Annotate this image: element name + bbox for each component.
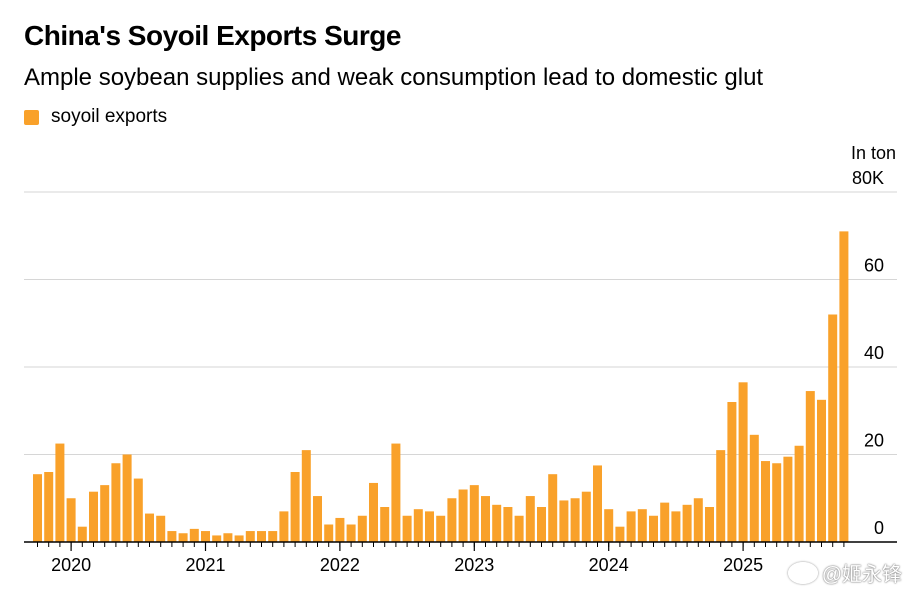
bar (738, 382, 748, 542)
bar (357, 515, 367, 542)
bar (167, 531, 177, 542)
bar (537, 507, 546, 542)
bar (604, 509, 614, 542)
bar (525, 496, 535, 542)
bar (33, 474, 42, 542)
bar (391, 443, 401, 542)
bar (503, 507, 513, 542)
chart-subtitle: Ample soybean supplies and weak consumpt… (24, 64, 764, 91)
x-tick-label: 2021 (185, 555, 225, 575)
legend: soyoil exports (24, 106, 167, 128)
x-tick-label: 2024 (589, 555, 629, 575)
bar (234, 535, 244, 542)
bar (828, 314, 838, 542)
bar (481, 496, 490, 542)
bar (380, 507, 390, 542)
bar (626, 511, 636, 542)
bar (268, 531, 278, 542)
bar (145, 513, 154, 542)
bar (716, 450, 726, 542)
unit-label: In ton (850, 143, 896, 163)
bar (425, 511, 434, 542)
bar (783, 456, 793, 542)
y-tick-label: 40 (864, 343, 884, 363)
bar (727, 402, 737, 542)
bar (593, 465, 602, 542)
bar (817, 399, 826, 542)
bar (66, 498, 76, 542)
bar (682, 504, 692, 542)
bar (77, 526, 87, 542)
y-tick-label: 60 (864, 256, 884, 276)
bar (447, 498, 457, 542)
bar (492, 504, 502, 542)
bar (671, 511, 681, 542)
bar (559, 500, 569, 542)
bar (223, 533, 233, 542)
x-tick-label: 2023 (454, 555, 494, 575)
bar (581, 491, 591, 542)
bar (178, 533, 188, 542)
bar (705, 507, 714, 542)
bar (324, 524, 334, 542)
y-tick-label: 20 (864, 431, 884, 451)
bar (313, 496, 322, 542)
bar (469, 485, 479, 542)
bar (761, 461, 770, 542)
bar (649, 515, 658, 542)
bar (413, 509, 423, 542)
legend-swatch (24, 109, 39, 125)
bar (615, 526, 625, 542)
x-tick-label: 2020 (51, 555, 91, 575)
bar (201, 531, 210, 542)
bar (436, 515, 446, 542)
bar (156, 515, 166, 542)
y-tick-label: 80K (852, 168, 884, 188)
x-tick-label: 2022 (320, 555, 360, 575)
bar (402, 515, 412, 542)
bar (772, 463, 782, 542)
bar (794, 445, 804, 542)
bar (660, 502, 670, 542)
bar (548, 474, 558, 542)
bar (458, 489, 468, 542)
x-tick-label: 2025 (723, 555, 763, 575)
bar (346, 524, 356, 542)
weibo-icon (787, 561, 818, 584)
watermark: @姬永锋 (787, 558, 902, 587)
bar (335, 517, 345, 542)
y-tick-label: 0 (874, 518, 884, 538)
bar (369, 482, 378, 542)
chart-title: China's Soyoil Exports Surge (24, 20, 401, 51)
bar (257, 531, 266, 542)
bar (514, 515, 524, 542)
bar (301, 450, 311, 542)
bar (245, 531, 255, 542)
bar (133, 478, 143, 542)
bar (111, 463, 121, 542)
bar (189, 528, 199, 542)
bar (279, 511, 289, 542)
bar (122, 454, 132, 542)
legend-label: soyoil exports (51, 106, 168, 127)
bar (290, 472, 300, 542)
bar (839, 231, 849, 542)
bar (212, 535, 222, 542)
bar (570, 498, 580, 542)
bar (100, 485, 110, 542)
watermark-text: @姬永锋 (821, 564, 902, 586)
bar (44, 472, 54, 542)
bar (805, 391, 815, 542)
bar (693, 498, 703, 542)
bar (749, 434, 759, 542)
bar (637, 509, 647, 542)
bar (89, 491, 98, 542)
bar (55, 443, 65, 542)
